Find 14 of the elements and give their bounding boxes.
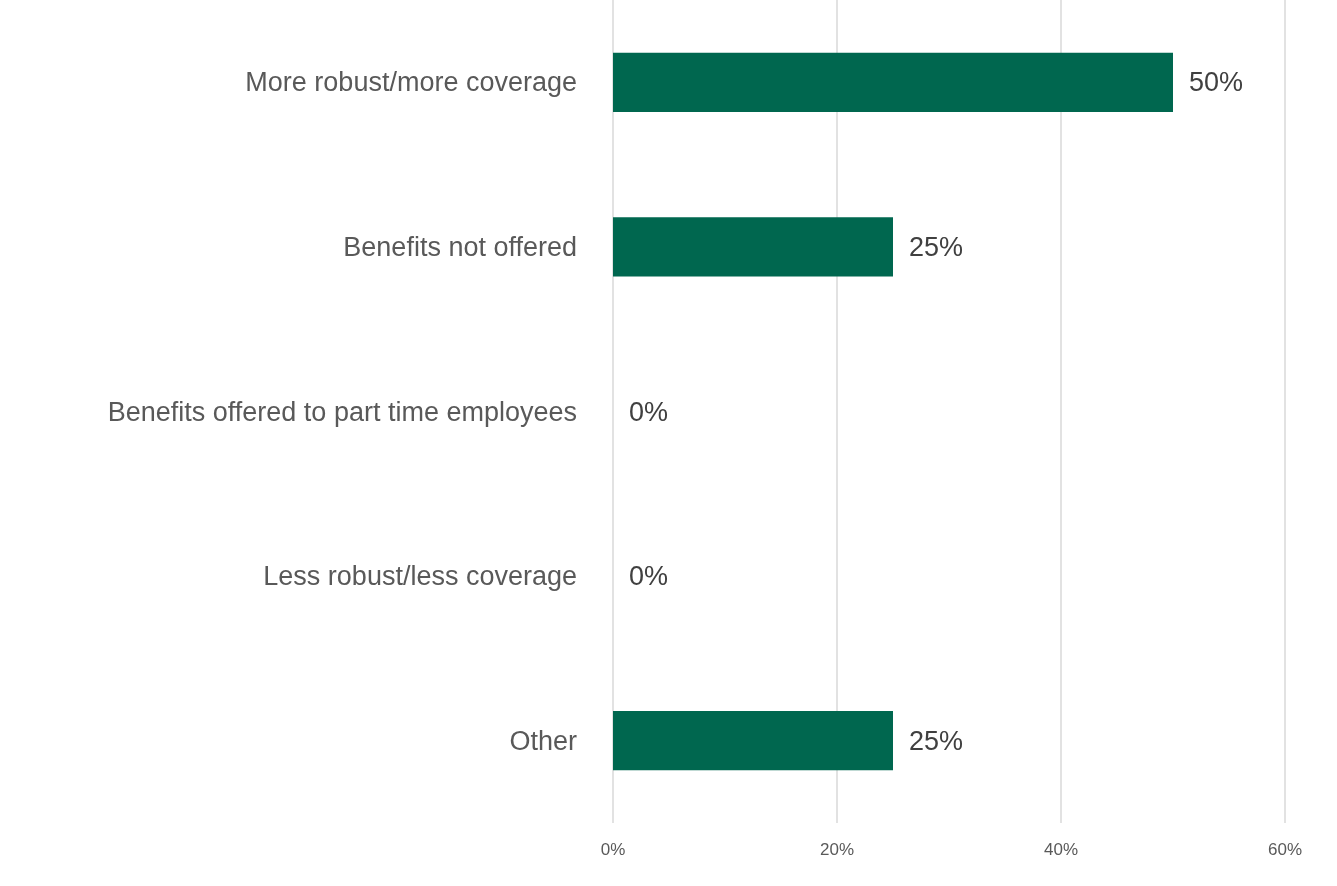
y-tick-label: Other — [509, 725, 577, 756]
x-tick-label: 60% — [1267, 840, 1303, 859]
data-label: 0% — [629, 396, 669, 427]
data-label: 0% — [629, 561, 669, 592]
x-tick-label: 0% — [600, 840, 626, 859]
x-tick-label: 40% — [1043, 840, 1079, 859]
data-label: 50% — [1189, 67, 1244, 98]
y-tick-label: Benefits not offered — [343, 231, 577, 262]
data-label: 25% — [909, 725, 964, 756]
x-tick-label: 20% — [819, 840, 855, 859]
y-tick-label: More robust/more coverage — [245, 67, 577, 98]
data-label: 25% — [909, 231, 964, 262]
y-tick-label: Less robust/less coverage — [263, 561, 577, 592]
y-tick-label: Benefits offered to part time employees — [107, 396, 577, 427]
